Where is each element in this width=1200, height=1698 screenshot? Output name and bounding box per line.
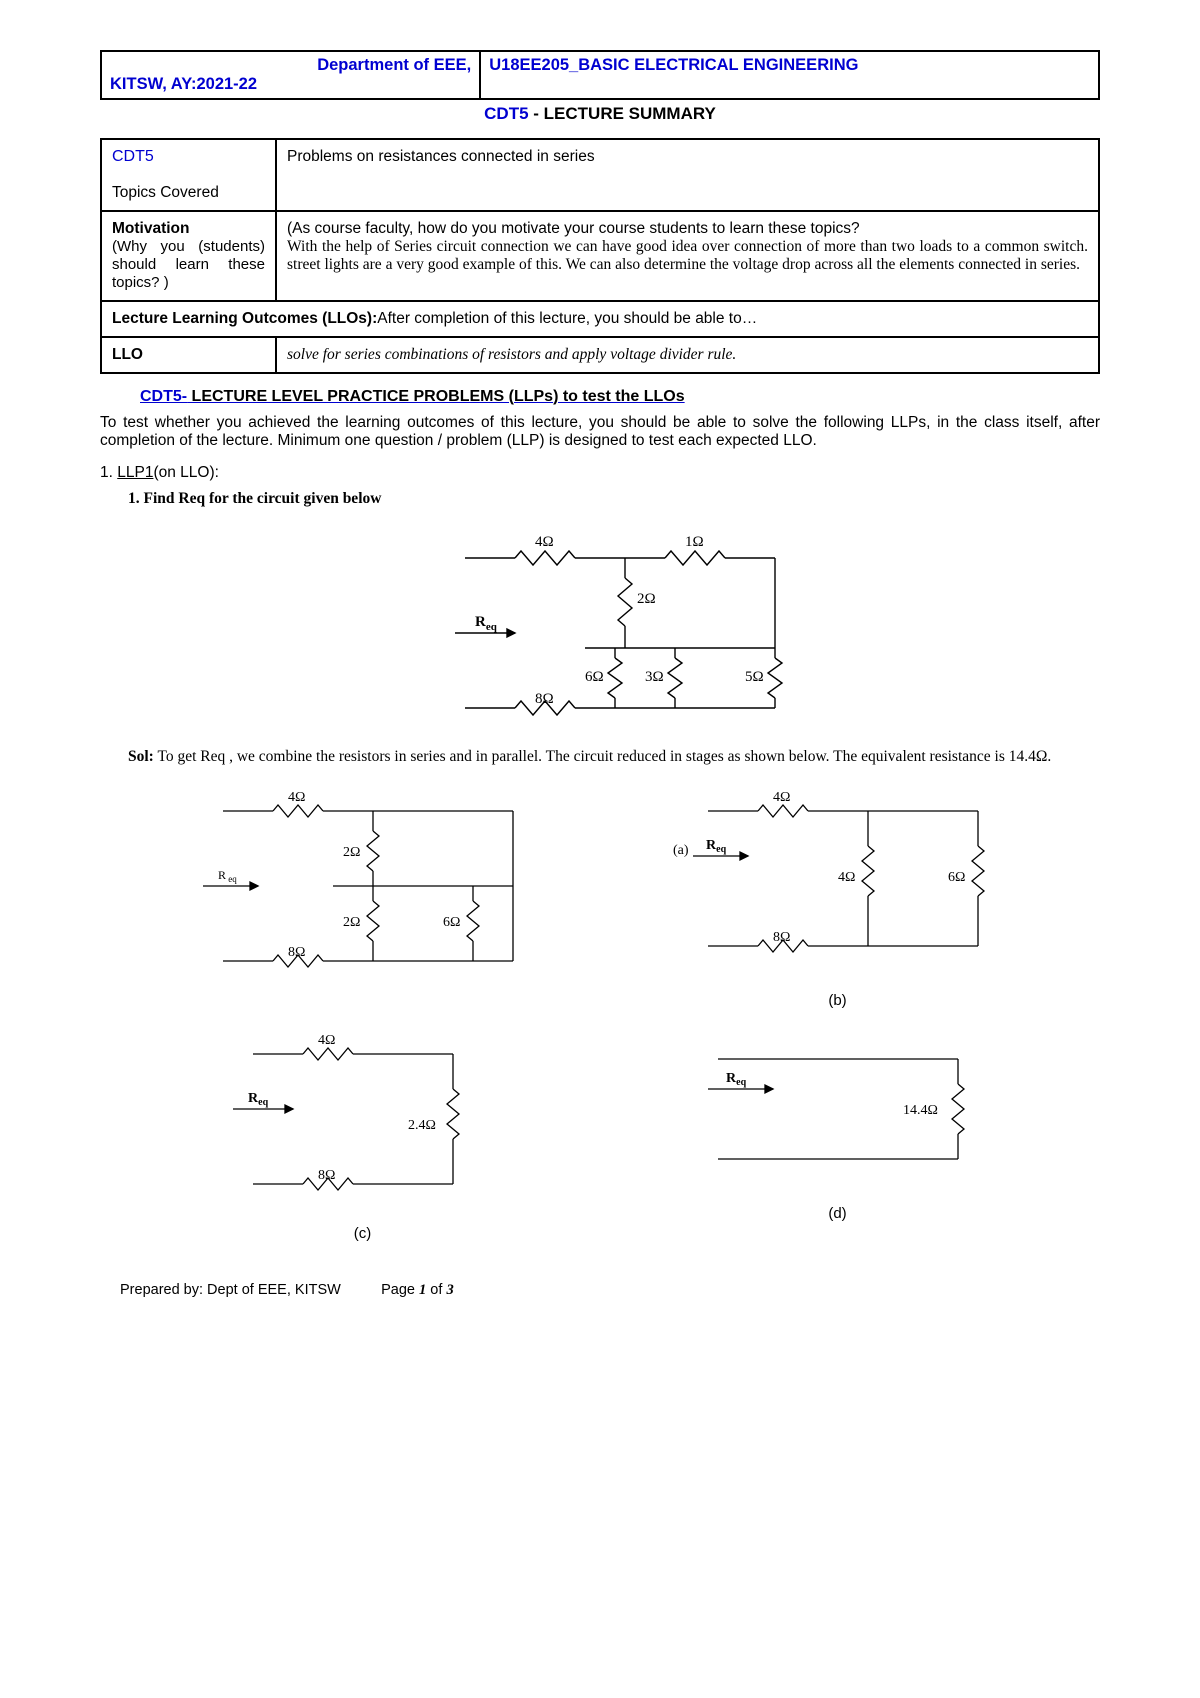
llo-label: LLO bbox=[101, 337, 276, 373]
header-dept: Department of EEE, KITSW, AY:2021-22 bbox=[101, 51, 480, 99]
topics-label-cell: CDT5 Topics Covered bbox=[101, 139, 276, 211]
llo-header-cell: Lecture Learning Outcomes (LLOs):After c… bbox=[101, 301, 1099, 337]
svg-text:5Ω: 5Ω bbox=[745, 669, 764, 685]
svg-text:Req: Req bbox=[726, 1071, 747, 1088]
stage-c-label: (c) bbox=[140, 1225, 585, 1242]
svg-text:2Ω: 2Ω bbox=[343, 845, 360, 860]
svg-text:(a): (a) bbox=[673, 843, 689, 858]
svg-text:2Ω: 2Ω bbox=[637, 591, 656, 607]
topics-label-sub: Topics Covered bbox=[112, 184, 219, 201]
svg-text:1Ω: 1Ω bbox=[685, 534, 704, 550]
footer-page-post: of bbox=[426, 1282, 446, 1298]
svg-text:8Ω: 8Ω bbox=[773, 930, 790, 945]
llo-header-bold: Lecture Learning Outcomes (LLOs): bbox=[112, 310, 377, 327]
svg-text:4Ω: 4Ω bbox=[838, 870, 855, 885]
motivation-label: Motivation bbox=[112, 220, 190, 237]
svg-text:8Ω: 8Ω bbox=[288, 945, 305, 960]
stage-d-label: (d) bbox=[615, 1205, 1060, 1222]
topics-content: Problems on resistances connected in ser… bbox=[276, 139, 1099, 211]
llp1-num: 1. bbox=[100, 464, 117, 481]
topics-label-blue: CDT5 bbox=[112, 148, 154, 165]
svg-text:R eq: R eq bbox=[218, 868, 237, 884]
svg-text:6Ω: 6Ω bbox=[443, 915, 460, 930]
circuit-main: 4Ω 1Ω 2Ω Req 6Ω 3Ω 5Ω 8Ω bbox=[100, 528, 1100, 728]
llp-bold: LLPs bbox=[514, 388, 553, 405]
llo-header-rest: After completion of this lecture, you sh… bbox=[377, 310, 757, 327]
stage-c: 4Ω 2.4Ω 8Ω Req (c) bbox=[140, 1029, 585, 1242]
llp-intro: To test whether you achieved the learnin… bbox=[100, 414, 1100, 450]
svg-text:8Ω: 8Ω bbox=[535, 691, 554, 707]
stage-b-label: (b) bbox=[615, 992, 1060, 1009]
problem1-title: 1. Find Req for the circuit given below bbox=[128, 490, 1100, 508]
summary-table: CDT5 Topics Covered Problems on resistan… bbox=[100, 138, 1100, 374]
sol-prefix: Sol: bbox=[128, 748, 154, 765]
svg-text:8Ω: 8Ω bbox=[318, 1168, 335, 1183]
lecture-title: CDT5 - LECTURE SUMMARY bbox=[100, 100, 1100, 134]
svg-text:Req: Req bbox=[706, 838, 727, 855]
svg-text:3Ω: 3Ω bbox=[645, 669, 664, 685]
solution-text: Sol: To get Req , we combine the resisto… bbox=[128, 748, 1072, 766]
stage-d: 14.4Ω Req (d) bbox=[615, 1029, 1060, 1242]
stages-grid: 4Ω 2Ω 2Ω 6Ω 8Ω R eq (a) bbox=[140, 786, 1060, 1242]
footer-page-pre: Page bbox=[381, 1282, 419, 1298]
svg-text:4Ω: 4Ω bbox=[288, 790, 305, 805]
dept-line1: Department of EEE, bbox=[317, 56, 471, 74]
header-table: Department of EEE, KITSW, AY:2021-22 U18… bbox=[100, 50, 1100, 100]
footer: Prepared by: Dept of EEE, KITSW Page 1 o… bbox=[100, 1282, 1100, 1299]
svg-text:6Ω: 6Ω bbox=[948, 870, 965, 885]
svg-text:2.4Ω: 2.4Ω bbox=[408, 1118, 436, 1133]
llp1-rest: (on LLO): bbox=[153, 464, 218, 481]
dept-line2: KITSW, AY:2021-22 bbox=[110, 75, 257, 94]
llp-rest2: ) to test the LLOs bbox=[553, 388, 685, 405]
title-blue: CDT5 bbox=[484, 104, 528, 123]
motivation-label-cell: Motivation (Why you (students) should le… bbox=[101, 211, 276, 301]
motivation-content: (As course faculty, how do you motivate … bbox=[276, 211, 1099, 301]
llp-section-title: CDT5- LECTURE LEVEL PRACTICE PROBLEMS (L… bbox=[140, 388, 1060, 406]
svg-text:2Ω: 2Ω bbox=[343, 915, 360, 930]
stage-b: 4Ω 4Ω 6Ω 8Ω (a) Req (b) bbox=[615, 786, 1060, 1009]
svg-text:Req: Req bbox=[475, 614, 498, 633]
llp1-under: LLP1 bbox=[117, 464, 153, 481]
header-course: U18EE205_BASIC ELECTRICAL ENGINEERING bbox=[480, 51, 1099, 99]
llo-text: solve for series combinations of resisto… bbox=[276, 337, 1099, 373]
llp1-line: 1. LLP1(on LLO): bbox=[100, 464, 1100, 482]
footer-prep: Prepared by: Dept of EEE, KITSW bbox=[120, 1282, 341, 1298]
stage-a: 4Ω 2Ω 2Ω 6Ω 8Ω R eq (a) bbox=[140, 786, 585, 1009]
svg-text:14.4Ω: 14.4Ω bbox=[903, 1103, 938, 1118]
svg-text:4Ω: 4Ω bbox=[535, 534, 554, 550]
motivation-line2: With the help of Series circuit connecti… bbox=[287, 238, 1088, 273]
motivation-line1: (As course faculty, how do you motivate … bbox=[287, 220, 860, 237]
svg-text:Req: Req bbox=[248, 1091, 269, 1108]
llp-link: CDT5- bbox=[140, 388, 187, 405]
svg-text:4Ω: 4Ω bbox=[318, 1033, 335, 1048]
footer-page-total: 3 bbox=[446, 1282, 453, 1298]
llp-rest1: LECTURE LEVEL PRACTICE PROBLEMS ( bbox=[187, 388, 514, 405]
svg-text:6Ω: 6Ω bbox=[585, 669, 604, 685]
motivation-sub: (Why you (students) should learn these t… bbox=[112, 238, 265, 291]
sol-body: To get Req , we combine the resistors in… bbox=[154, 748, 1051, 765]
svg-text:4Ω: 4Ω bbox=[773, 790, 790, 805]
title-rest: - LECTURE SUMMARY bbox=[529, 104, 716, 123]
